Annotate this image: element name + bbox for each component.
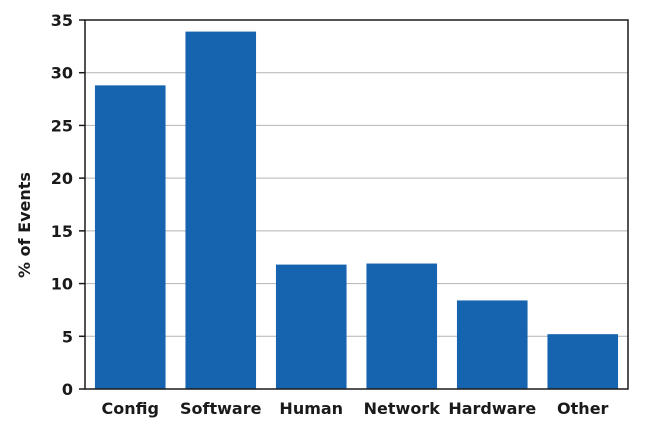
- y-tick-label: 15: [51, 222, 73, 241]
- plot-frame: [84, 19, 629, 390]
- x-tick-label: Human: [279, 399, 343, 418]
- x-tick-label: Hardware: [448, 399, 536, 418]
- x-tick-label: Software: [180, 399, 262, 418]
- y-tick-label: 30: [51, 64, 73, 83]
- bars: [94, 31, 619, 390]
- x-tick-labels: Config Software Human Network Hardware Other: [102, 399, 609, 418]
- axes: [79, 19, 629, 390]
- x-tick-label: Network: [364, 399, 441, 418]
- y-axis-title: % of Events: [15, 172, 34, 278]
- bar-network: [366, 263, 438, 389]
- y-tick-label: 25: [51, 116, 73, 135]
- y-tick-labels: 0 5 10 15 20 25 30 35: [51, 11, 73, 399]
- bar-hardware: [456, 300, 528, 389]
- bar-other: [547, 334, 619, 389]
- bar-config: [94, 85, 166, 389]
- bar-human: [275, 264, 347, 389]
- y-tick-label: 0: [62, 380, 73, 399]
- x-tick-label: Other: [557, 399, 608, 418]
- y-tick-label: 10: [51, 275, 73, 294]
- x-tick-label: Config: [102, 399, 159, 418]
- y-tick-label: 35: [51, 11, 73, 30]
- gridlines: [85, 19, 628, 337]
- y-tick-label: 20: [51, 169, 73, 188]
- bar-software: [185, 31, 257, 390]
- y-tick-label: 5: [62, 327, 73, 346]
